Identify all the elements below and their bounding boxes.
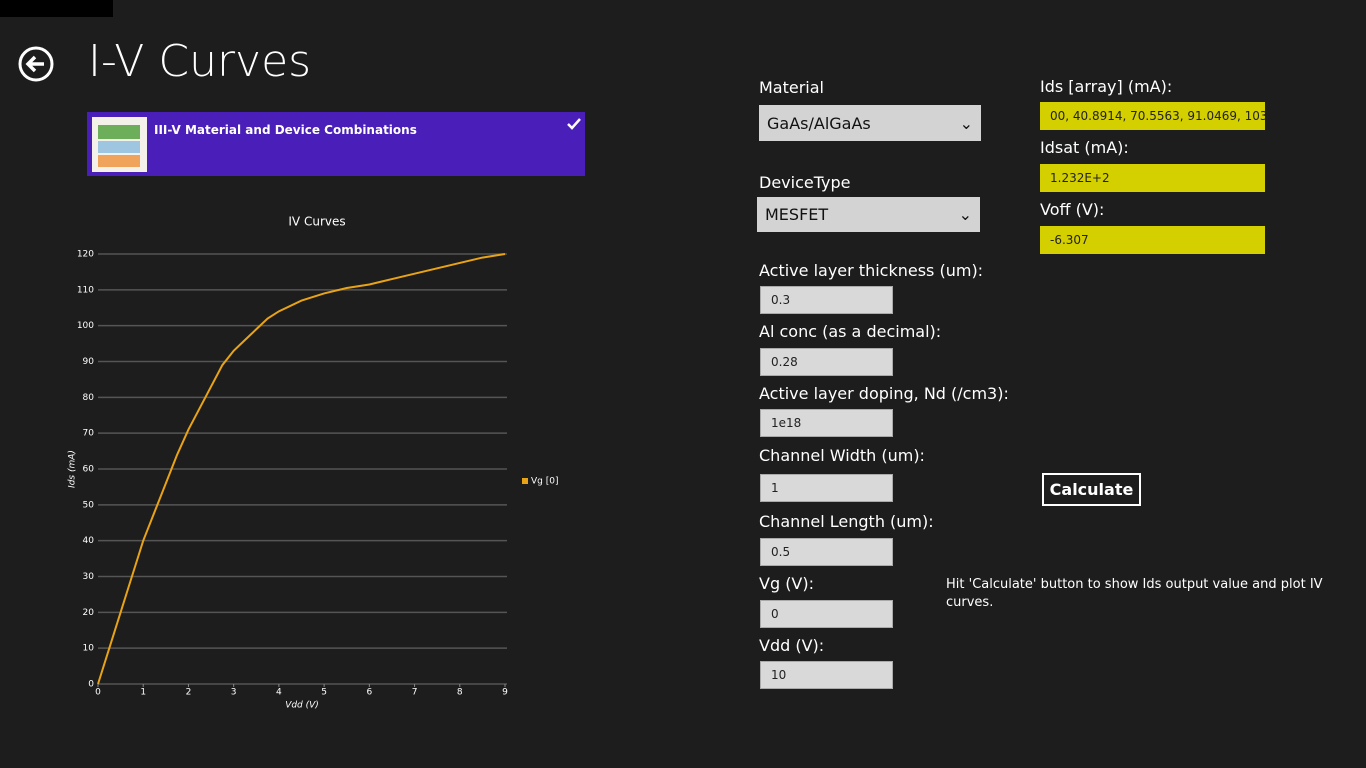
page-title: I-V Curves: [88, 36, 312, 87]
input-box[interactable]: 1: [760, 474, 893, 502]
x-tick-label: 3: [231, 688, 237, 698]
input-label: Active layer thickness (um):: [759, 261, 984, 280]
chevron: ⌄: [958, 205, 972, 224]
back-button[interactable]: [18, 46, 54, 82]
tile-label: III-V Material and Device Combinations: [154, 123, 417, 137]
y-tick-label: 20: [83, 608, 95, 618]
input-box[interactable]: 0.28: [760, 348, 893, 376]
chart-title: IV Curves: [288, 215, 345, 229]
y-tick-label: 120: [77, 250, 94, 260]
input-box[interactable]: 10: [760, 661, 893, 689]
y-tick-label: 10: [83, 644, 95, 654]
y-axis-label: Ids (mA): [68, 450, 78, 488]
x-axis-label: Vdd (V): [285, 701, 319, 711]
output-box: 1.232E+2: [1040, 164, 1265, 192]
x-tick-label: 6: [366, 688, 372, 698]
hint-text: Hit 'Calculate' button to show Ids outpu…: [946, 577, 1323, 610]
data-line: [97, 253, 506, 685]
device-type-label: DeviceType: [759, 173, 851, 192]
output-box: 00, 40.8914, 70.5563, 91.0469, 103.: [1040, 102, 1265, 130]
y-tick-label: 0: [88, 680, 94, 690]
y-tick-label: 50: [83, 500, 95, 510]
y-tick-label: 90: [83, 357, 95, 367]
x-tick-label: 9: [502, 688, 508, 698]
y-tick-label: 30: [83, 572, 95, 582]
y-tick-label: 80: [83, 393, 95, 403]
material-select[interactable]: GaAs/AlGaAs ⌄: [759, 105, 981, 141]
input-label: Al conc (as a decimal):: [759, 322, 942, 341]
input-label: Vdd (V):: [759, 636, 825, 655]
y-tick-label: 40: [83, 536, 95, 546]
x-tick-label: 8: [457, 688, 463, 698]
app-tile[interactable]: III-V Material and Device Combinations: [87, 112, 585, 176]
material-label: Material: [759, 78, 824, 97]
y-tick-label: 70: [83, 429, 95, 439]
x-tick-label: 0: [95, 688, 101, 698]
iv-chart: IV Curves Vdd (V) Ids (mA) 0102030405060…: [68, 215, 559, 711]
input-box[interactable]: 1e18: [760, 409, 893, 437]
tile-thumbnail: [92, 117, 147, 172]
x-tick-label: 4: [276, 688, 282, 698]
x-tick-label: 7: [412, 688, 418, 698]
y-tick-label: 110: [77, 285, 94, 295]
x-tick-label: 1: [140, 688, 146, 698]
x-tick-label: 5: [321, 688, 327, 698]
output-label: Idsat (mA):: [1040, 138, 1129, 157]
x-tick-label: 2: [186, 688, 192, 698]
input-label: Channel Length (um):: [759, 512, 934, 531]
calculate-button[interactable]: Calculate: [1042, 473, 1141, 506]
input-box[interactable]: 0: [760, 600, 893, 628]
input-label: Vg (V):: [759, 574, 815, 593]
device-type-select[interactable]: MESFET ⌄: [757, 197, 980, 232]
input-label: Channel Width (um):: [759, 446, 925, 465]
y-tick-label: 100: [77, 321, 94, 331]
device-type-value: MESFET: [765, 205, 829, 224]
material-value: GaAs/AlGaAs: [767, 113, 871, 133]
output-label: Voff (V):: [1040, 200, 1105, 219]
legend-swatch: [522, 478, 528, 484]
window-corner: [0, 0, 113, 17]
output-box: -6.307: [1040, 226, 1265, 254]
input-label: Active layer doping, Nd (/cm3):: [759, 384, 1009, 403]
check-icon: [567, 118, 581, 130]
legend-label: Vg [0]: [531, 477, 558, 487]
input-box[interactable]: 0.5: [760, 538, 893, 566]
output-label: Ids [array] (mA):: [1040, 77, 1173, 96]
y-tick-label: 60: [83, 465, 95, 475]
chevron: ⌄: [959, 113, 973, 133]
input-box[interactable]: 0.3: [760, 286, 893, 314]
